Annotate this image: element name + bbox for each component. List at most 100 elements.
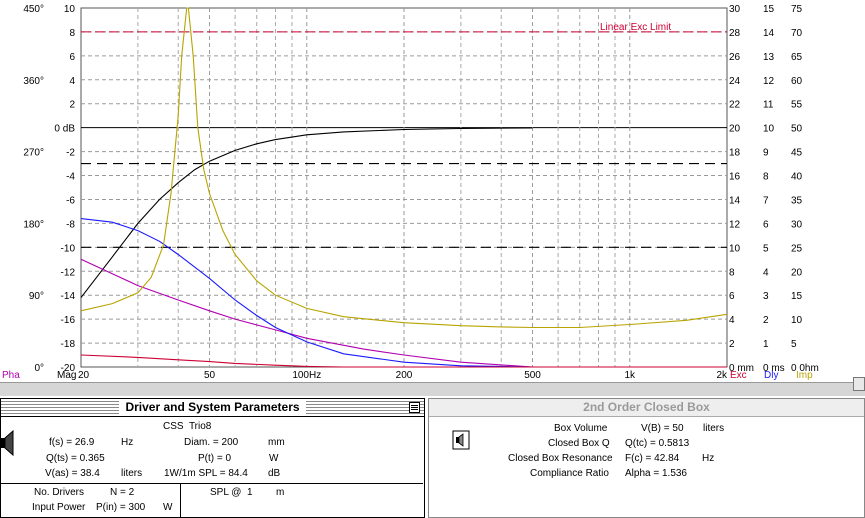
mag-tick-label: -18 [61, 339, 76, 350]
diam-unit: mm [268, 437, 285, 448]
dly-tick-label: 6 [763, 219, 769, 230]
box-panel-title: 2nd Order Closed Box [577, 400, 716, 414]
imp-tick-label: 30 [791, 219, 803, 230]
mag-tick-label: 6 [69, 52, 75, 63]
dly-tick-label: 14 [763, 28, 775, 39]
num-drivers-label: No. Drivers [34, 487, 85, 498]
legend-imp: Imp [796, 370, 813, 381]
phase-tick-label: 180° [23, 219, 44, 230]
mag-tick-label: -10 [61, 243, 76, 254]
pt-value[interactable]: P(t) = 0 [198, 453, 232, 464]
mag-tick-label: 4 [69, 76, 75, 87]
series-mag [80, 127, 533, 298]
phase-tick-label: 270° [23, 148, 44, 159]
imp-tick-label: 50 [791, 124, 803, 135]
mag-tick-label: -16 [61, 315, 76, 326]
legend-dly: Dly [764, 370, 778, 381]
x-tick-label: 200 [396, 370, 413, 381]
window-collapse-icon[interactable] [409, 402, 420, 413]
exc-tick-label: 0 mm [729, 363, 754, 374]
response-graph: Linear Exc Limit 10 8 6 4 2 0 dB -2 -4 -6 -8 -10 -12… [2, 4, 819, 381]
exc-tick-label: 4 [729, 315, 735, 326]
exc-tick-label: 8 [729, 267, 735, 278]
vas-value[interactable]: V(as) = 38.4 [45, 468, 100, 479]
exc-tick-label: 10 [729, 243, 741, 254]
panel-divider [1, 483, 423, 484]
driver-panel-title: Driver and System Parameters [119, 400, 306, 414]
closed-box-icon [452, 430, 470, 450]
x-tick-label: 500 [524, 370, 541, 381]
dly-tick-label: 12 [763, 76, 775, 87]
mag-tick-label: 0 dB [54, 124, 75, 135]
spl-value[interactable]: 1W/1m SPL = 84.4 [164, 468, 248, 479]
exc-tick-label: 18 [729, 148, 741, 159]
x-tick-label: 100Hz [292, 370, 321, 381]
dly-tick-label: 10 [763, 124, 775, 135]
series-imp [80, 7, 728, 329]
compliance-ratio-value[interactable]: Alpha = 1.536 [625, 468, 687, 479]
imp-tick-label: 15 [791, 291, 803, 302]
imp-tick-label: 35 [791, 195, 803, 206]
exc-tick-label: 12 [729, 219, 741, 230]
horizontal-scrollbar[interactable] [0, 377, 865, 396]
mag-tick-label: -4 [66, 172, 75, 183]
imp-tick-label: 10 [791, 315, 803, 326]
exc-tick-label: 20 [729, 124, 741, 135]
legend-pha: Pha [2, 370, 20, 381]
imp-tick-label: 55 [791, 100, 803, 111]
mag-tick-label: -8 [66, 219, 75, 230]
mag-tick-label: -2 [66, 148, 75, 159]
dly-tick-label: 7 [763, 195, 769, 206]
imp-tick-label: 5 [791, 339, 797, 350]
spl-distance-value[interactable]: SPL @ 1 [210, 487, 253, 498]
driver-parameters-panel: Driver and System Parameters CSS Trio8 f… [0, 398, 425, 518]
dly-tick-label: 0 ms [763, 363, 785, 374]
scroll-thumb[interactable] [853, 377, 865, 391]
diam-value[interactable]: Diam. = 200 [184, 437, 239, 448]
x-tick-label: 1k [624, 370, 636, 381]
closed-box-resonance-label: Closed Box Resonance [508, 453, 613, 464]
dly-tick-label: 2 [763, 315, 769, 326]
driver-panel-titlebar[interactable]: Driver and System Parameters [1, 399, 424, 417]
fs-unit: Hz [121, 437, 134, 448]
box-panel-titlebar[interactable]: 2nd Order Closed Box [429, 399, 864, 417]
closed-box-resonance-value[interactable]: F(c) = 42.84 [625, 453, 680, 464]
exc-tick-label: 28 [729, 28, 741, 39]
mag-tick-label: -14 [61, 291, 76, 302]
num-drivers-value[interactable]: N = 2 [110, 487, 135, 498]
driver-name: CSS Trio8 [163, 421, 212, 432]
exc-tick-label: 16 [729, 172, 741, 183]
x-tick-label: 50 [204, 370, 216, 381]
imp-tick-label: 20 [791, 267, 803, 278]
qts-value[interactable]: Q(ts) = 0.365 [46, 453, 105, 464]
exc-tick-label: 30 [729, 4, 741, 15]
closed-box-q-value[interactable]: Q(tc) = 0.5813 [625, 438, 690, 449]
mag-tick-label: -12 [61, 267, 76, 278]
imp-tick-label: 45 [791, 148, 803, 159]
exc-tick-label: 6 [729, 291, 735, 302]
dly-tick-label: 3 [763, 291, 769, 302]
dly-tick-label: 8 [763, 172, 769, 183]
pt-unit: W [269, 453, 279, 464]
plot-frame [80, 7, 728, 368]
input-power-label: Input Power [32, 502, 86, 513]
response-chart: Linear Exc Limit 10 8 6 4 2 0 dB -2 -4 -6 -8 -10 -12… [2, 4, 819, 381]
input-power-value[interactable]: P(in) = 300 [96, 502, 146, 513]
phase-tick-label: 0° [34, 363, 44, 374]
dly-tick-label: 11 [763, 100, 774, 111]
imp-tick-label: 60 [791, 76, 803, 87]
fs-value[interactable]: f(s) = 26.9 [49, 437, 95, 448]
box-volume-label: Box Volume [554, 423, 608, 434]
mag-tick-label: 2 [69, 100, 75, 111]
phase-tick-label: 450° [23, 4, 44, 15]
imp-tick-label: 70 [791, 28, 803, 39]
dly-tick-label: 9 [763, 148, 769, 159]
legend-exc: Exc [730, 370, 747, 381]
compliance-ratio-label: Compliance Ratio [530, 468, 609, 479]
x-tick-label: 2k [716, 370, 728, 381]
x-tick-label: 20 [78, 370, 90, 381]
box-volume-value[interactable]: V(B) = 50 [641, 423, 684, 434]
spl-unit: dB [268, 468, 281, 479]
phase-tick-label: 90° [29, 291, 44, 302]
imp-tick-label: 0 0hm [791, 363, 819, 374]
